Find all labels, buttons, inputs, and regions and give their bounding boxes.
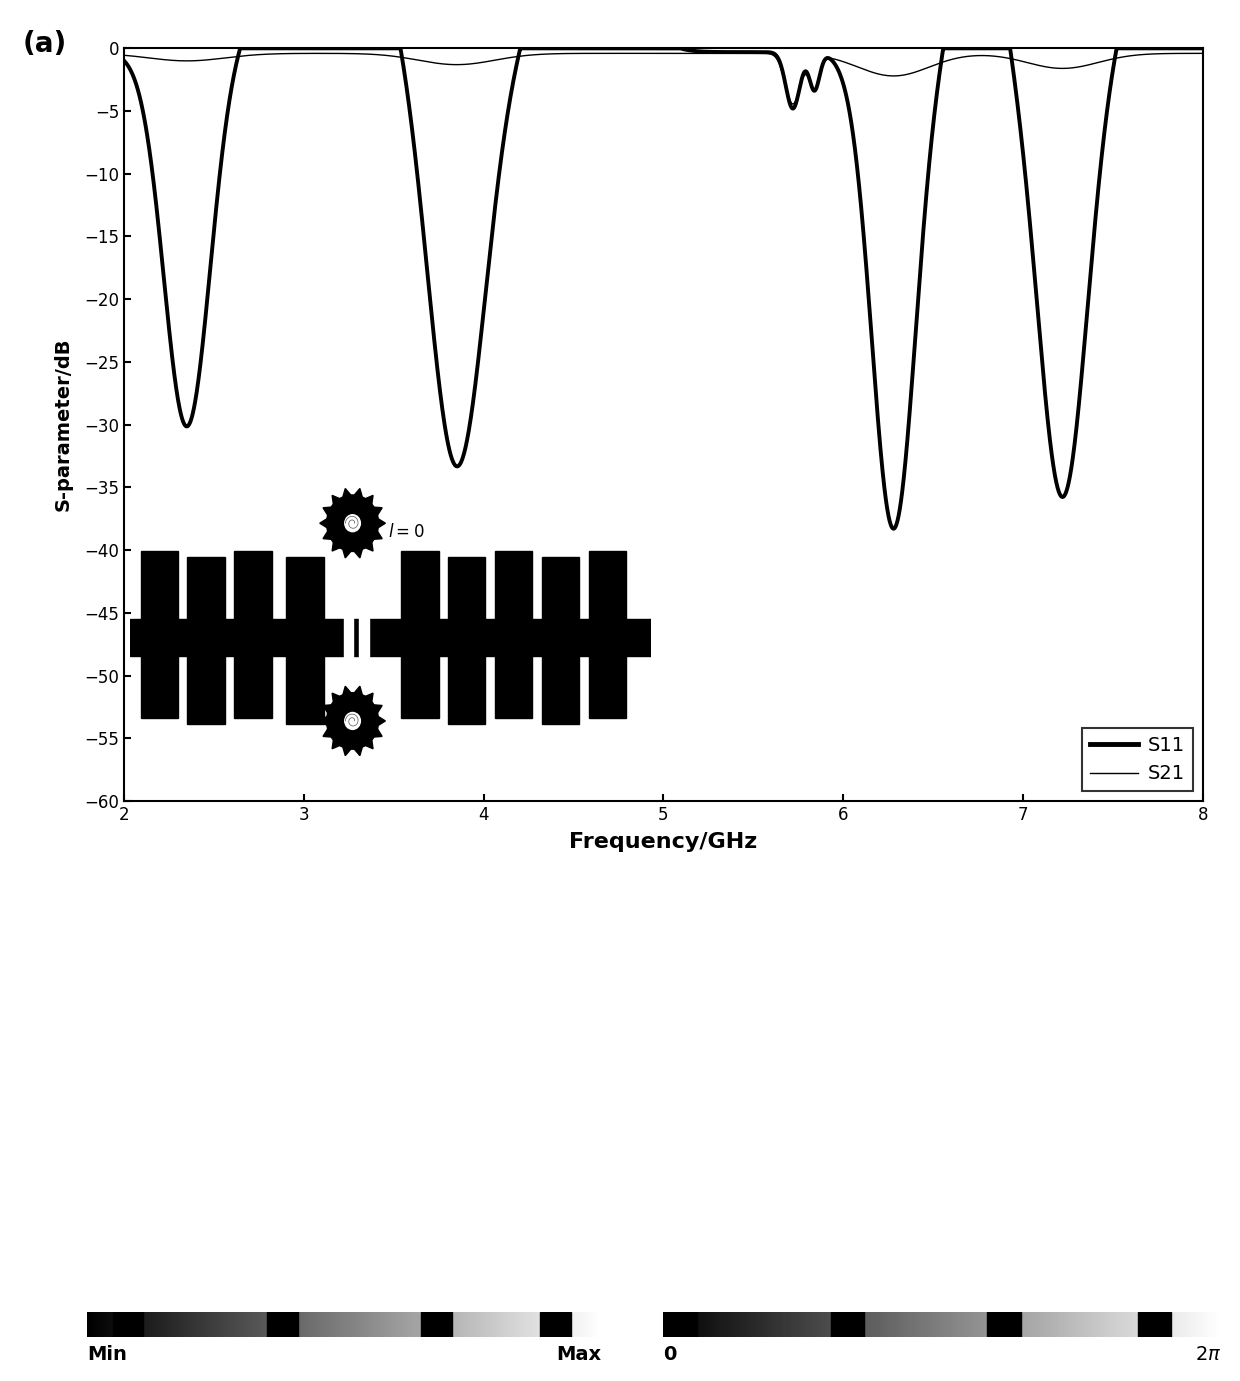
Polygon shape — [374, 704, 382, 713]
S21 — [1004, 51, 1019, 68]
Bar — [234, 656, 272, 718]
S11 — [764, 44, 779, 61]
Bar — [987, 1312, 1021, 1337]
Text: $l = 0$: $l = 0$ — [388, 522, 424, 541]
Polygon shape — [343, 686, 351, 695]
Bar — [539, 1312, 570, 1337]
Polygon shape — [343, 747, 351, 755]
S21 — [818, 51, 833, 68]
Polygon shape — [355, 489, 362, 497]
Text: 0: 0 — [663, 1345, 677, 1364]
Bar — [422, 1312, 453, 1337]
Polygon shape — [374, 507, 382, 515]
X-axis label: Frequency/GHz: Frequency/GHz — [569, 833, 758, 852]
Circle shape — [345, 515, 361, 532]
S11 — [529, 40, 544, 57]
S21 — [786, 95, 801, 112]
S11 — [818, 51, 833, 68]
S21 — [1195, 46, 1210, 62]
Bar — [140, 656, 179, 718]
Polygon shape — [343, 489, 351, 497]
Bar — [286, 557, 324, 619]
Polygon shape — [355, 747, 362, 755]
S11 — [887, 521, 901, 537]
S11 — [1004, 48, 1019, 65]
S11 — [233, 40, 248, 57]
S11 — [312, 40, 327, 57]
Bar — [448, 656, 485, 724]
Legend: S11, S21: S11, S21 — [1083, 728, 1193, 791]
Polygon shape — [324, 507, 331, 515]
S11 — [1195, 40, 1210, 57]
Polygon shape — [332, 740, 340, 749]
Polygon shape — [366, 693, 373, 702]
Bar — [663, 1312, 697, 1337]
Polygon shape — [324, 704, 331, 713]
Bar — [495, 551, 532, 619]
Polygon shape — [332, 496, 340, 504]
Polygon shape — [374, 729, 382, 737]
Circle shape — [326, 693, 378, 749]
S21 — [312, 46, 327, 62]
S11 — [117, 52, 131, 69]
S21 — [117, 47, 131, 64]
Polygon shape — [332, 693, 340, 702]
Polygon shape — [378, 717, 386, 725]
Bar — [234, 551, 272, 619]
Polygon shape — [332, 543, 340, 551]
Bar — [401, 551, 439, 619]
Bar — [360, 551, 368, 724]
Polygon shape — [386, 1000, 549, 1139]
Polygon shape — [366, 543, 373, 551]
Polygon shape — [320, 519, 327, 528]
Polygon shape — [374, 532, 382, 540]
Polygon shape — [446, 1131, 508, 1184]
Bar — [1138, 1312, 1171, 1337]
Polygon shape — [355, 686, 362, 695]
Text: (a): (a) — [22, 30, 67, 58]
Bar — [542, 656, 579, 724]
Polygon shape — [343, 550, 351, 558]
Bar — [140, 551, 179, 619]
Bar — [495, 656, 532, 718]
Text: Min: Min — [87, 1345, 126, 1364]
Bar — [267, 1312, 298, 1337]
Bar — [343, 551, 353, 724]
Bar — [401, 656, 439, 718]
Bar — [589, 656, 626, 718]
S21 — [672, 46, 687, 62]
Bar — [542, 557, 579, 619]
Polygon shape — [366, 740, 373, 749]
Polygon shape — [1009, 870, 1221, 1305]
S21 — [528, 47, 543, 64]
Line: S21: S21 — [124, 54, 1203, 104]
S11 — [921, 153, 936, 170]
Polygon shape — [324, 729, 331, 737]
Line: S11: S11 — [124, 48, 1203, 529]
Bar — [589, 551, 626, 619]
Circle shape — [326, 494, 378, 551]
Bar — [187, 557, 224, 619]
Polygon shape — [378, 519, 386, 528]
S21 — [764, 46, 779, 62]
Y-axis label: S-parameter/dB: S-parameter/dB — [55, 338, 73, 511]
Polygon shape — [320, 717, 327, 725]
Text: $2\pi$: $2\pi$ — [1195, 1345, 1221, 1364]
Bar — [831, 1312, 864, 1337]
Bar — [130, 619, 651, 656]
Text: Max: Max — [557, 1345, 601, 1364]
Polygon shape — [366, 496, 373, 504]
Polygon shape — [324, 532, 331, 540]
Bar — [448, 557, 485, 619]
Polygon shape — [355, 550, 362, 558]
Bar — [113, 1312, 144, 1337]
Circle shape — [345, 713, 361, 729]
Bar — [187, 656, 224, 724]
Bar — [286, 656, 324, 724]
S21 — [921, 58, 936, 75]
